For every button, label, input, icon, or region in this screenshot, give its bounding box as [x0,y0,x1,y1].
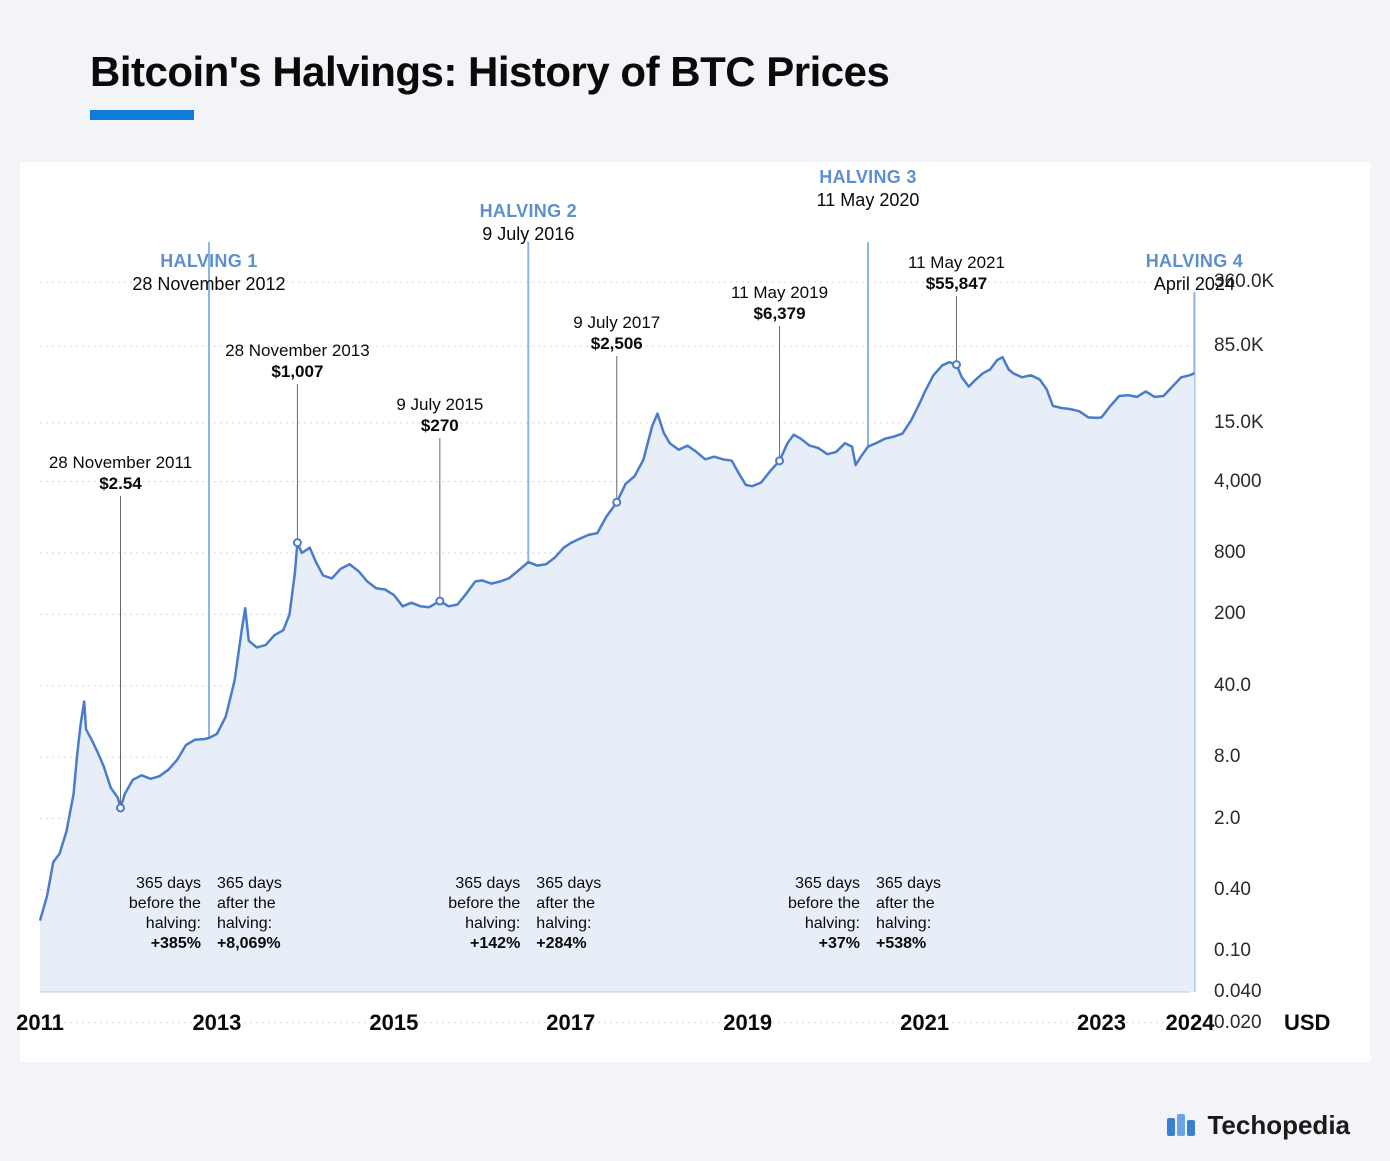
y-tick-label: 0.10 [1214,940,1251,962]
y-tick-label: 2.0 [1214,808,1240,830]
brand-name: Techopedia [1207,1110,1350,1141]
y-tick-label: 40.0 [1214,675,1251,697]
x-tick-label: 2017 [546,1010,595,1036]
price-callout: 11 May 2019$6,379 [731,282,828,325]
axis-unit-label: USD [1284,1010,1330,1036]
x-tick-label: 2023 [1077,1010,1126,1036]
halving-stat: 365 daysafter thehalving:+284% [536,874,601,954]
x-tick-label: 2024 [1166,1010,1215,1036]
y-tick-label: 4,000 [1214,471,1262,493]
y-tick-label: 0.020 [1214,1012,1262,1034]
x-tick-label: 2019 [723,1010,772,1036]
price-callout: 9 July 2015$270 [396,394,483,437]
y-tick-label: 8.0 [1214,746,1240,768]
halving-stat: 365 daysafter thehalving:+8,069% [217,874,282,954]
price-callout: 28 November 2011$2.54 [49,452,192,495]
halving-label: HALVING 29 July 2016 [480,200,577,247]
brand-logo-icon [1165,1112,1197,1140]
halving-stat: 365 daysbefore thehalving:+142% [448,874,520,954]
chart-title: Bitcoin's Halvings: History of BTC Price… [90,48,1390,96]
price-callout: 9 July 2017$2,506 [573,312,660,355]
y-tick-label: 800 [1214,542,1246,564]
chart-container: 360.0K85.0K15.0K4,00080020040.08.02.00.4… [20,162,1370,1062]
halving-stat: 365 daysafter thehalving:+538% [876,874,941,954]
price-callout: 28 November 2013$1,007 [225,340,370,383]
y-tick-label: 85.0K [1214,335,1264,357]
x-tick-label: 2011 [16,1010,64,1036]
y-tick-label: 15.0K [1214,412,1264,434]
x-tick-label: 2021 [900,1010,949,1036]
y-tick-label: 200 [1214,603,1246,625]
halving-label: HALVING 311 May 2020 [817,166,920,213]
y-tick-label: 0.040 [1214,981,1262,1003]
x-tick-label: 2015 [369,1010,418,1036]
brand-footer: Techopedia [1165,1110,1350,1141]
x-tick-label: 2013 [192,1010,241,1036]
price-callout: 11 May 2021$55,847 [908,252,1005,295]
title-underline [90,110,194,120]
halving-stat: 365 daysbefore thehalving:+385% [129,874,201,954]
halving-label: HALVING 4April 2024 [1146,250,1243,297]
halving-label: HALVING 128 November 2012 [132,250,285,297]
y-tick-label: 0.40 [1214,879,1251,901]
halving-stat: 365 daysbefore thehalving:+37% [788,874,860,954]
